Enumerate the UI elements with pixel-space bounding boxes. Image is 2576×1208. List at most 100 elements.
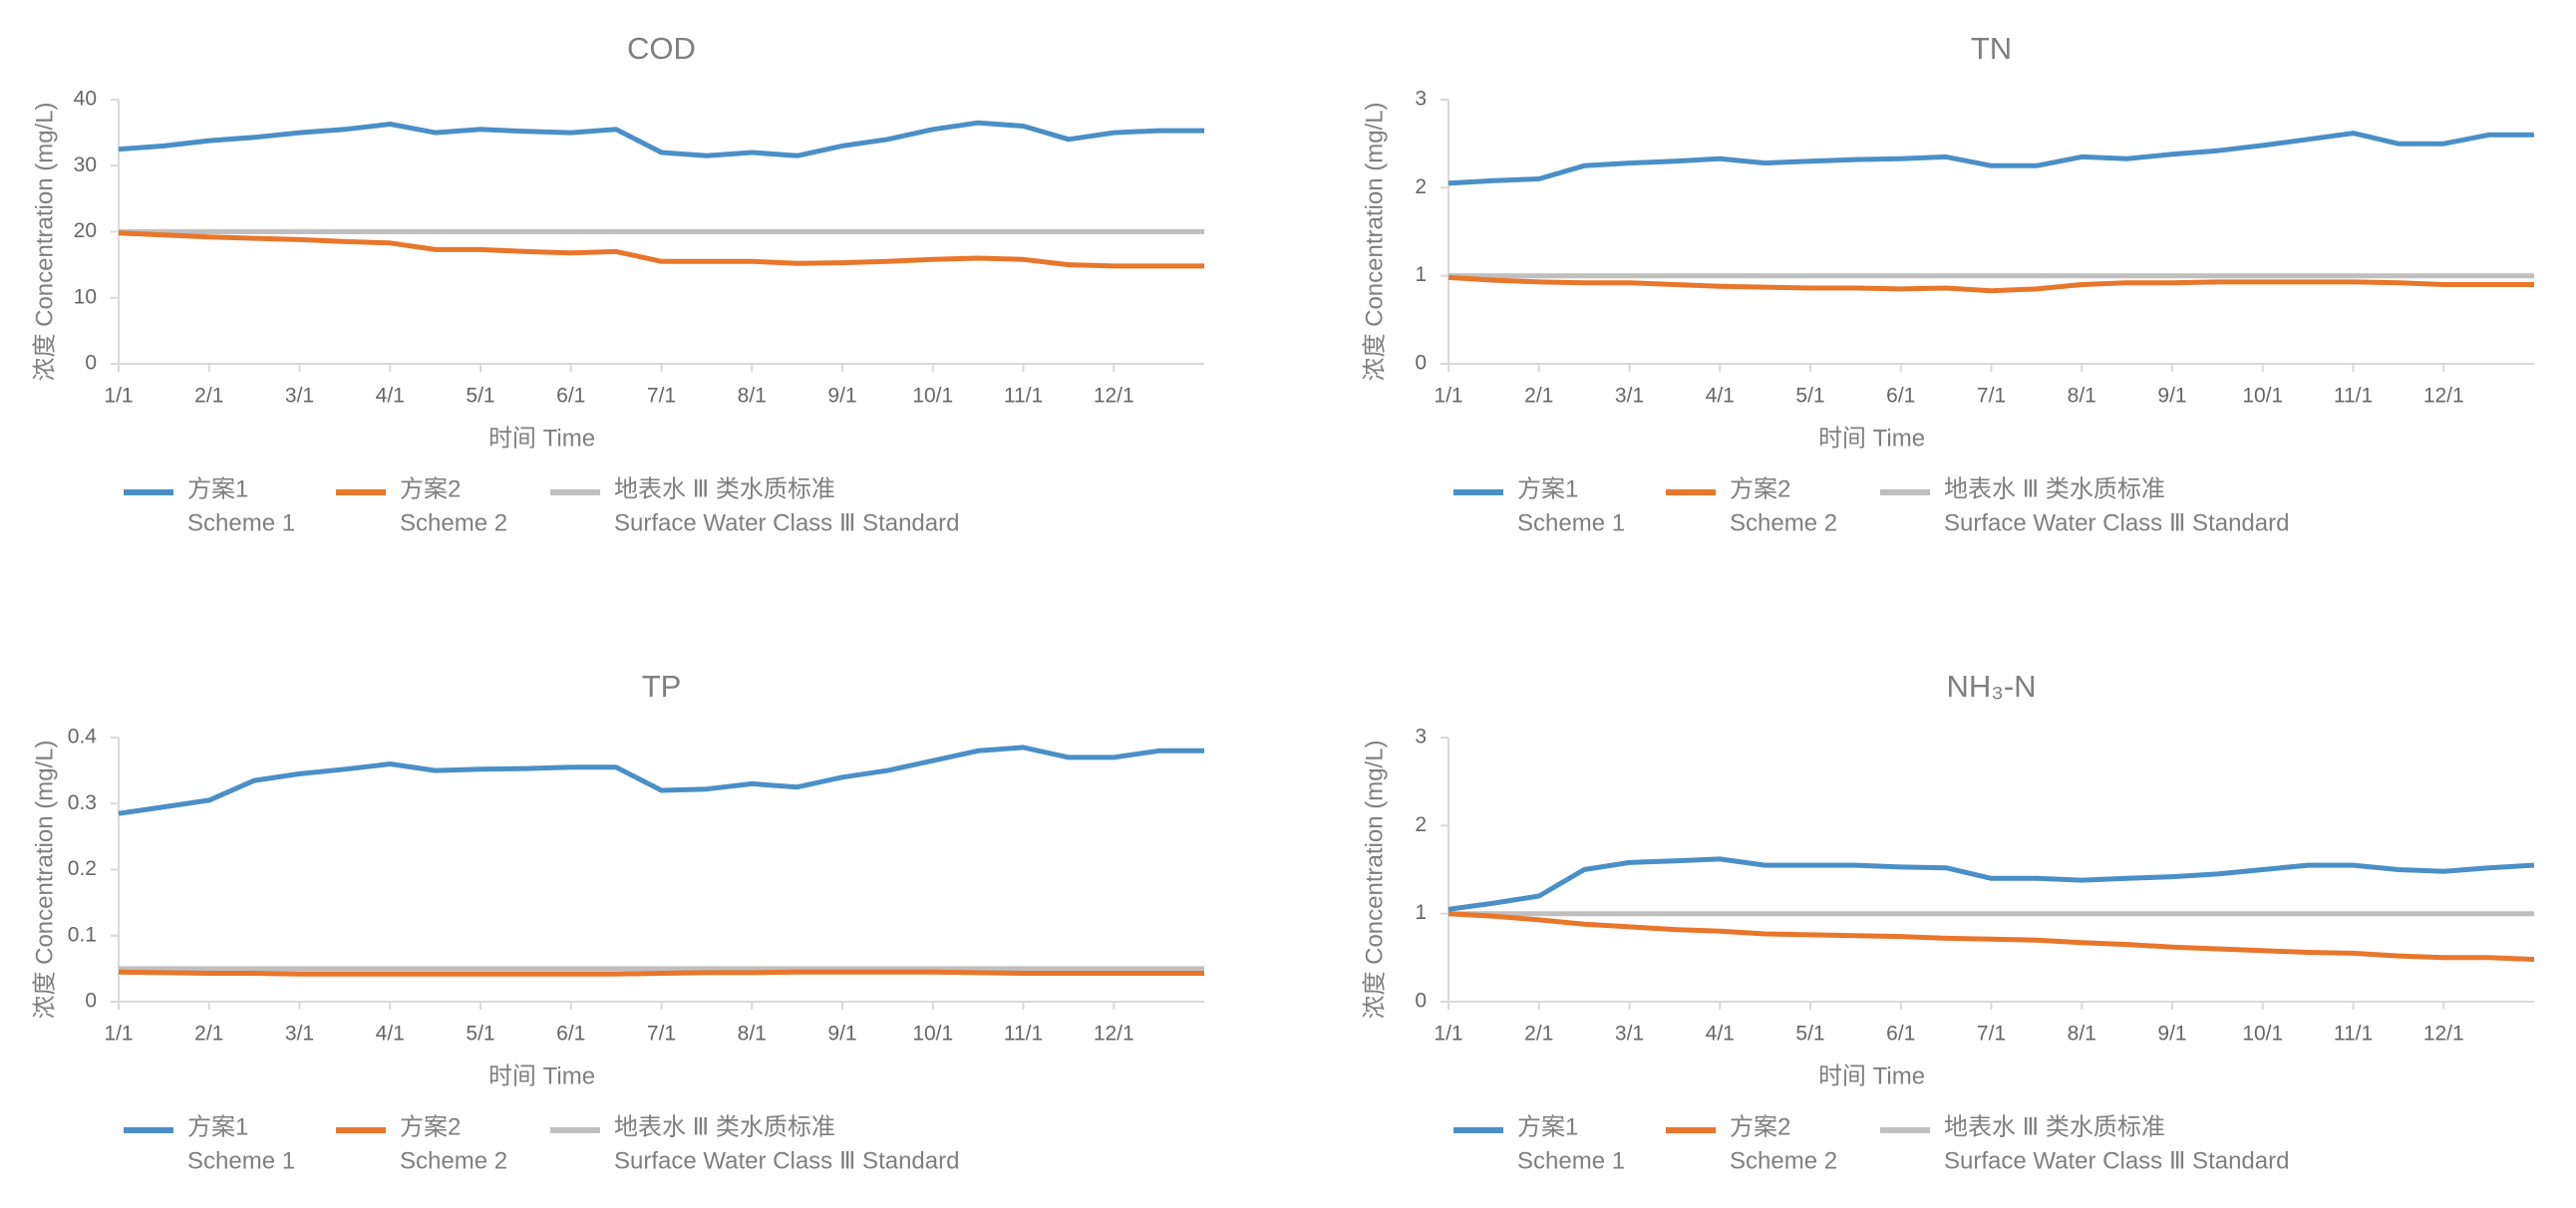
y-axis-label: 浓度 Concentration (mg/L) [1361, 740, 1388, 1019]
x-tick-label: 1/1 [104, 385, 133, 408]
chart-title: TN [1971, 31, 2012, 66]
x-tick-label: 11/1 [1004, 1023, 1043, 1046]
legend-label-en: Surface Water Class Ⅲ Standard [1944, 509, 2289, 536]
legend-label-en: Surface Water Class Ⅲ Standard [614, 509, 959, 536]
legend-label: 方案1 [187, 475, 248, 502]
x-tick-label: 8/1 [2068, 1023, 2096, 1046]
y-tick-label: 10 [74, 285, 97, 308]
series-line [1448, 274, 2534, 294]
y-axis-label: 浓度 Concentration (mg/L) [31, 102, 58, 381]
legend-label: 方案2 [400, 1113, 461, 1140]
x-tick-label: 2/1 [194, 1023, 223, 1046]
x-axis-label: 时间 Time [1818, 425, 1925, 452]
series-line [118, 230, 1204, 269]
legend-label-en: Scheme 2 [400, 509, 507, 536]
x-tick-label: 10/1 [2242, 1023, 2283, 1046]
y-tick-label: 0.1 [68, 923, 97, 946]
chart-panel: NH₃-N 0 1 2 3 1/1 2/1 3/1 4/1 5/1 6/1 7/1 8/1 9/1 10/1… [1361, 669, 2535, 1174]
x-axis-label: 时间 Time [488, 425, 595, 452]
series-line [118, 969, 1204, 977]
legend-label: 地表水 Ⅲ 类水质标准 [1944, 1113, 2165, 1140]
x-tick-label: 11/1 [2334, 385, 2373, 408]
x-tick-label: 4/1 [376, 385, 405, 408]
x-tick-label: 5/1 [1795, 1023, 1824, 1046]
x-tick-label: 12/1 [2423, 385, 2464, 408]
legend-label-en: Scheme 1 [1517, 1147, 1625, 1174]
x-tick-label: 4/1 [376, 1023, 405, 1046]
y-tick-label: 0.2 [68, 857, 97, 880]
x-axis-label: 时间 Time [488, 1062, 595, 1089]
y-tick-label: 0 [1415, 990, 1427, 1013]
series-line [118, 120, 1204, 158]
chart-panel: TP 0 0.1 0.2 0.3 0.4 1/1 2/1 3/1 4/1 5/1 6/1 7/1 8/1 9… [31, 669, 1204, 1174]
x-tick-label: 7/1 [1977, 1023, 2006, 1046]
chart-panel: COD 0 10 20 30 40 1/1 2/1 3/1 4/1 5/1 6/1 7/1 8/1 9/1 1… [31, 31, 1204, 536]
y-tick-label: 20 [74, 219, 97, 242]
x-tick-label: 12/1 [1094, 385, 1134, 408]
chart-panel: TN 0 1 2 3 1/1 2/1 3/1 4/1 5/1 6/1 7/1 8/1 9/1 10/1 11/… [1361, 31, 2534, 536]
x-tick-label: 4/1 [1706, 1023, 1735, 1046]
legend-label-en: Scheme 1 [1517, 509, 1625, 536]
legend-label-en: Scheme 2 [1730, 509, 1837, 536]
y-tick-label: 1 [1415, 901, 1427, 924]
legend-label: 地表水 Ⅲ 类水质标准 [614, 1113, 835, 1140]
legend-label: 方案1 [1517, 475, 1578, 502]
legend-label-en: Scheme 1 [187, 509, 295, 536]
series-line [1448, 856, 2535, 912]
y-tick-label: 0 [85, 990, 97, 1013]
x-tick-label: 5/1 [466, 1023, 494, 1046]
legend-label-en: Scheme 2 [400, 1147, 507, 1174]
y-axis-label: 浓度 Concentration (mg/L) [31, 740, 58, 1019]
x-tick-label: 7/1 [1977, 385, 2006, 408]
x-tick-label: 8/1 [738, 385, 767, 408]
x-tick-label: 6/1 [1886, 1023, 1915, 1046]
x-tick-label: 10/1 [912, 385, 953, 408]
x-tick-label: 2/1 [1524, 1023, 1553, 1046]
x-tick-label: 3/1 [285, 385, 314, 408]
x-tick-label: 10/1 [912, 1023, 953, 1046]
x-tick-label: 4/1 [1706, 385, 1735, 408]
x-tick-label: 5/1 [466, 385, 494, 408]
x-tick-label: 12/1 [1094, 1023, 1134, 1046]
y-tick-label: 2 [1415, 813, 1427, 836]
legend-label: 方案1 [187, 1113, 248, 1140]
x-tick-label: 2/1 [194, 385, 223, 408]
series-line [118, 745, 1204, 816]
x-tick-label: 5/1 [1795, 385, 1824, 408]
y-tick-label: 1 [1415, 263, 1427, 286]
legend-label: 地表水 Ⅲ 类水质标准 [1944, 475, 2165, 502]
x-tick-label: 9/1 [2157, 1023, 2186, 1046]
legend-label-en: Scheme 2 [1730, 1147, 1837, 1174]
x-tick-label: 11/1 [2334, 1023, 2373, 1046]
x-tick-label: 3/1 [285, 1023, 314, 1046]
x-tick-label: 8/1 [2068, 385, 2096, 408]
series-line [1448, 131, 2534, 186]
x-tick-label: 6/1 [556, 385, 585, 408]
x-tick-label: 1/1 [1434, 1023, 1462, 1046]
x-tick-label: 9/1 [827, 385, 856, 408]
x-tick-label: 3/1 [1615, 1023, 1644, 1046]
legend-label: 方案1 [1517, 1113, 1578, 1140]
legend-label-en: Scheme 1 [187, 1147, 295, 1174]
legend-label: 方案2 [400, 475, 461, 502]
x-tick-label: 2/1 [1524, 385, 1553, 408]
x-axis-label: 时间 Time [1818, 1062, 1925, 1089]
y-tick-label: 3 [1415, 726, 1427, 749]
y-axis-label: 浓度 Concentration (mg/L) [1361, 102, 1388, 381]
x-tick-label: 6/1 [556, 1023, 585, 1046]
chart-title: COD [627, 31, 696, 66]
y-tick-label: 30 [74, 153, 97, 176]
y-tick-label: 0 [1415, 352, 1427, 375]
x-tick-label: 3/1 [1615, 385, 1644, 408]
y-tick-label: 40 [74, 88, 97, 111]
series-line [1448, 911, 2535, 963]
x-tick-label: 11/1 [1004, 385, 1043, 408]
legend-label-en: Surface Water Class Ⅲ Standard [614, 1147, 959, 1174]
x-tick-label: 9/1 [827, 1023, 856, 1046]
x-tick-label: 1/1 [1434, 385, 1462, 408]
x-tick-label: 12/1 [2423, 1023, 2464, 1046]
legend-label-en: Surface Water Class Ⅲ Standard [1944, 1147, 2289, 1174]
y-tick-label: 0.3 [68, 791, 97, 814]
y-tick-label: 3 [1415, 88, 1427, 111]
